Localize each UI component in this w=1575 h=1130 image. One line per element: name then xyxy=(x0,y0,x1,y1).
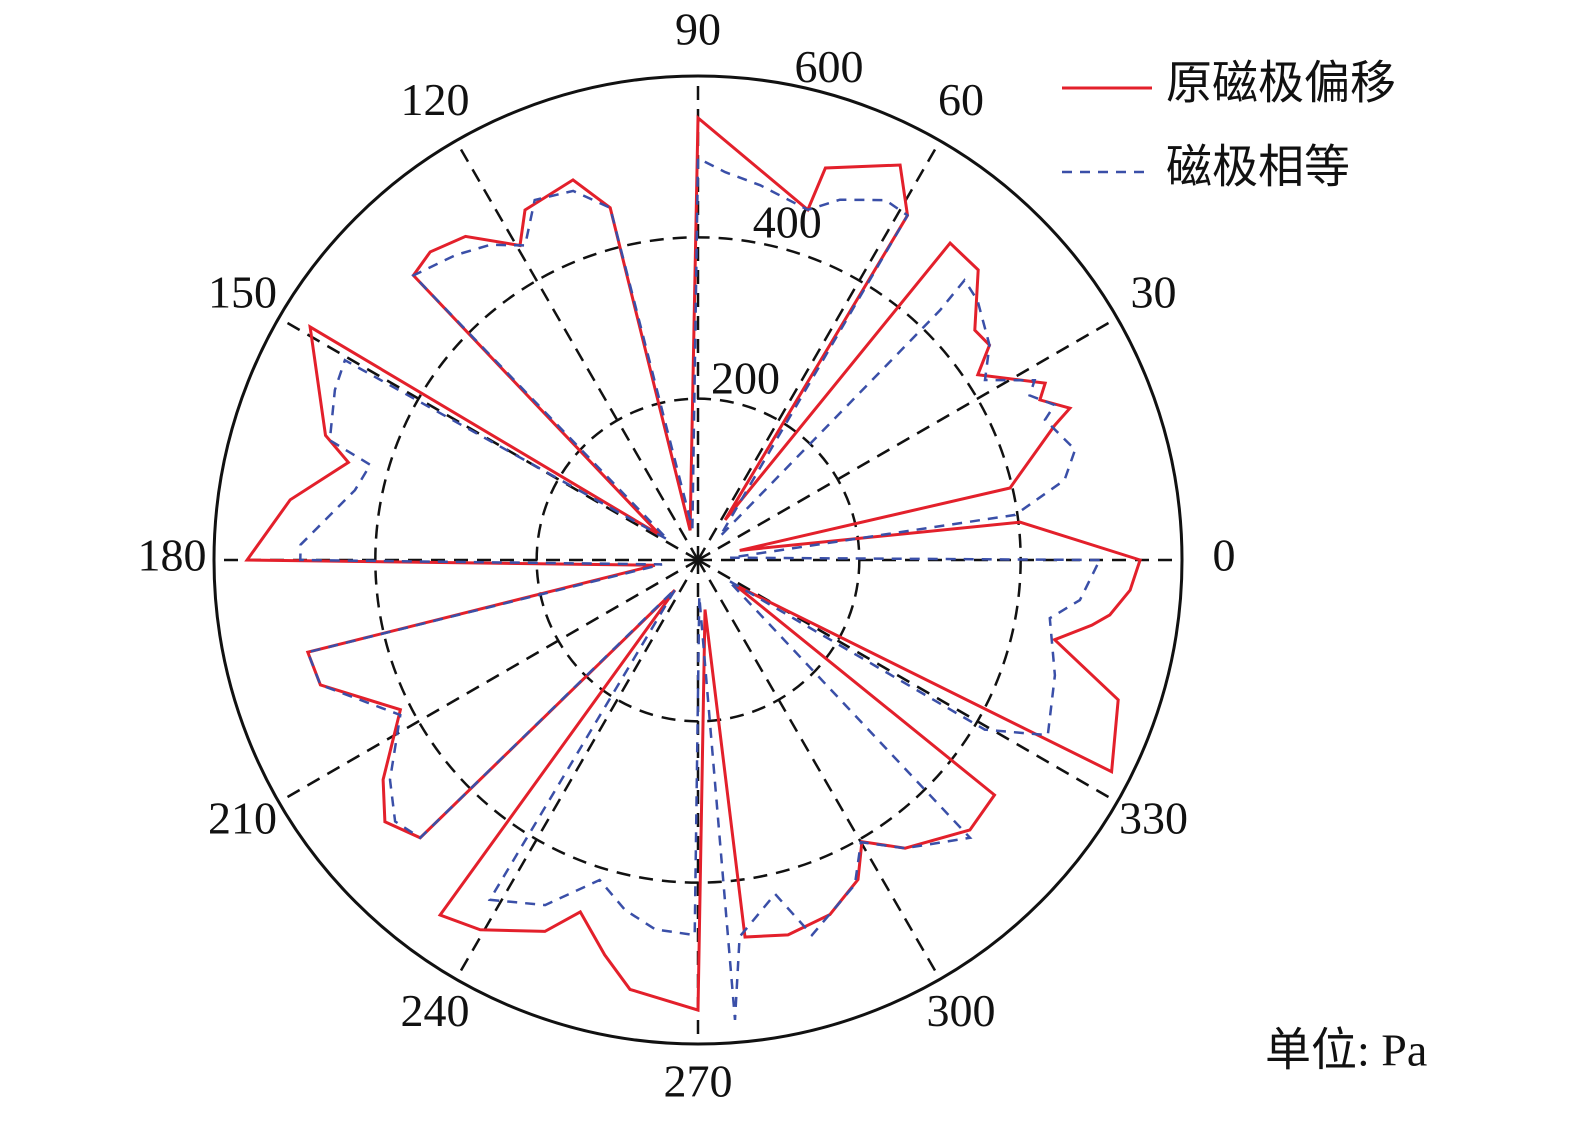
theta-tick-label: 300 xyxy=(927,985,996,1036)
grid-spoke xyxy=(696,559,942,980)
series-line xyxy=(244,114,1143,1013)
grid-spoke xyxy=(696,140,942,561)
r-tick-label: 200 xyxy=(711,352,780,403)
grid-spoke xyxy=(278,558,699,804)
theta-tick-label: 60 xyxy=(938,74,984,125)
theta-tick-label: 120 xyxy=(401,74,470,125)
series-line xyxy=(299,156,1102,1021)
theta-tick-label: 240 xyxy=(401,985,470,1036)
theta-tick-label: 90 xyxy=(675,4,721,55)
theta-tick-label: 0 xyxy=(1213,530,1236,581)
theta-tick-label: 330 xyxy=(1119,793,1188,844)
grid-spoke xyxy=(454,140,700,561)
legend-label: 磁极相等 xyxy=(1166,142,1350,193)
theta-tick-label: 150 xyxy=(208,267,277,318)
theta-tick-label: 270 xyxy=(664,1056,733,1107)
r-tick-label: 600 xyxy=(794,41,863,92)
legend-label: 原磁极偏移 xyxy=(1166,58,1396,109)
unit-label: 单位: Pa xyxy=(1265,1025,1427,1076)
grid-spoke xyxy=(697,316,1118,562)
theta-tick-label: 180 xyxy=(138,530,207,581)
grid-spoke xyxy=(454,559,700,980)
theta-tick-label: 30 xyxy=(1131,267,1177,318)
theta-tick-label: 210 xyxy=(208,793,277,844)
